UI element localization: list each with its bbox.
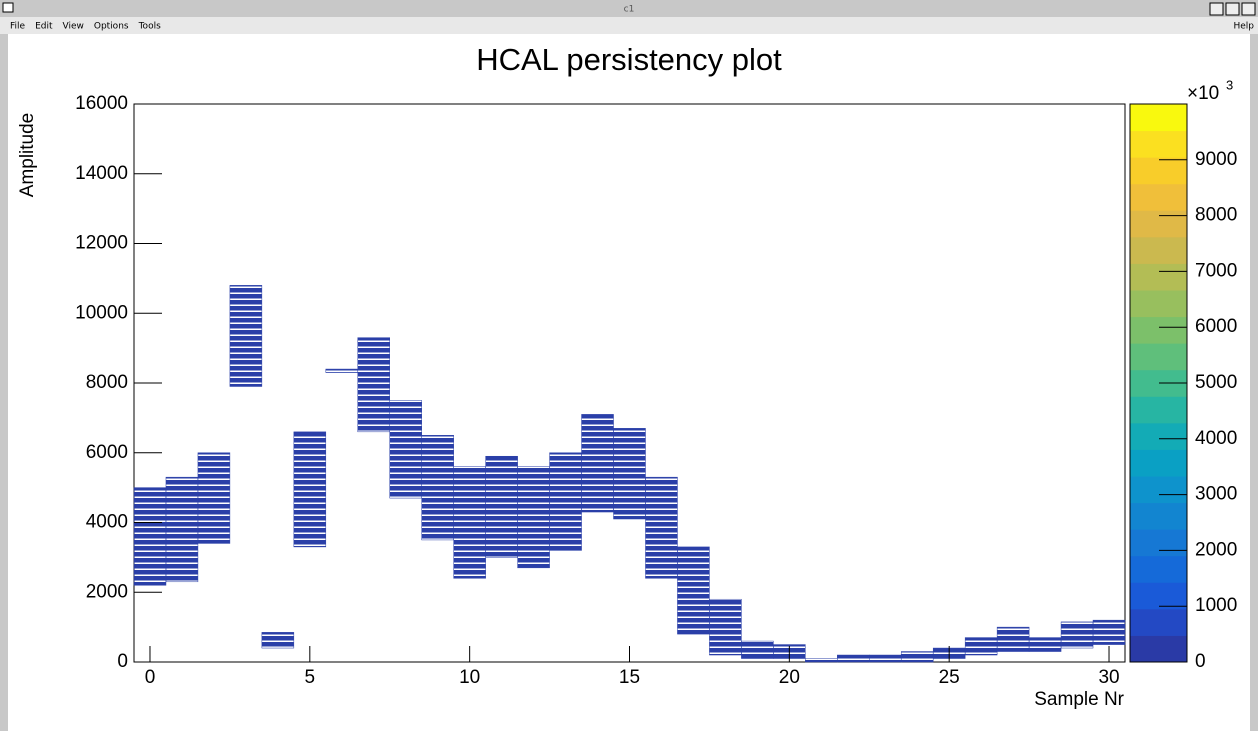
menu-bar: [0, 17, 1258, 34]
palette-cell: [1130, 130, 1187, 158]
chart-title: HCAL persistency plot: [476, 42, 782, 77]
menu-help[interactable]: Help: [1233, 22, 1254, 32]
z-tick-label: 1000: [1195, 595, 1237, 616]
z-multiplier: ×10: [1187, 83, 1219, 104]
palette-cell: [1130, 422, 1187, 450]
x-tick-label: 10: [459, 667, 480, 688]
z-exponent: 3: [1226, 77, 1233, 92]
z-tick-label: 7000: [1195, 260, 1237, 281]
palette-cell: [1130, 157, 1187, 185]
x-tick-label: 5: [305, 667, 316, 688]
palette-cell: [1130, 396, 1187, 424]
range-bar: [1028, 637, 1062, 652]
palette-cell: [1130, 502, 1187, 530]
range-bar: [1092, 619, 1126, 645]
range-bar: [165, 476, 199, 583]
x-tick-label: 30: [1098, 667, 1119, 688]
range-bar: [805, 658, 838, 663]
range-bar: [229, 285, 263, 387]
range-bar: [197, 452, 231, 544]
palette-cell: [1130, 529, 1187, 557]
palette-cell: [1130, 183, 1187, 211]
x-tick-label: 0: [145, 667, 156, 688]
y-tick-label: 8000: [86, 372, 128, 393]
range-bar: [741, 640, 774, 659]
menu-item[interactable]: View: [63, 22, 84, 32]
range-bar: [581, 414, 614, 513]
range-bar: [293, 431, 327, 548]
z-tick-label: 8000: [1195, 205, 1237, 226]
y-tick-label: 2000: [86, 581, 128, 602]
palette-cell: [1130, 635, 1187, 663]
palette-cell: [1130, 290, 1187, 318]
range-bar: [996, 626, 1030, 652]
range-bar: [709, 598, 742, 656]
z-tick-label: 6000: [1195, 316, 1237, 337]
y-tick-label: 16000: [75, 93, 128, 114]
z-tick-label: 9000: [1195, 149, 1237, 170]
plot-frame: [133, 103, 1126, 663]
x-tick-label: 15: [619, 667, 640, 688]
palette-cell: [1130, 104, 1187, 132]
range-bar: [837, 654, 870, 663]
palette-cell: [1130, 343, 1187, 371]
range-bar: [1060, 621, 1094, 649]
z-tick-label: 0: [1195, 651, 1206, 672]
range-bar: [357, 337, 390, 433]
y-tick-label: 6000: [86, 442, 128, 463]
window-title: c1: [624, 5, 635, 15]
range-bar: [869, 654, 902, 663]
menu-item[interactable]: Options: [94, 22, 129, 32]
range-bar: [421, 435, 454, 541]
y-tick-label: 12000: [75, 233, 128, 254]
menu-item[interactable]: File: [10, 22, 26, 32]
z-tick-label: 5000: [1195, 372, 1237, 393]
range-bar: [261, 632, 295, 649]
z-tick-label: 4000: [1195, 428, 1237, 449]
frame-left: [0, 34, 8, 731]
window-controls[interactable]: [1209, 2, 1256, 16]
palette-cell: [1130, 449, 1187, 477]
menu-item[interactable]: Tools: [138, 22, 161, 32]
z-tick-label: 3000: [1195, 484, 1237, 505]
range-bar: [389, 400, 422, 499]
title-bar: [0, 0, 1258, 17]
range-bar: [645, 476, 678, 579]
range-bar: [133, 487, 167, 586]
palette-cell: [1130, 316, 1187, 344]
range-bar: [613, 428, 646, 520]
x-tick-label: 25: [939, 667, 960, 688]
range-bar: [677, 546, 710, 635]
window-icon: [2, 2, 14, 13]
palette-cell: [1130, 476, 1187, 504]
y-axis-title: Amplitude: [17, 113, 38, 198]
palette-cell: [1130, 555, 1187, 583]
range-bar: [325, 368, 359, 373]
menu-item[interactable]: Edit: [35, 22, 53, 32]
y-tick-label: 4000: [86, 512, 128, 533]
range-bar: [517, 466, 550, 569]
range-bar: [453, 466, 486, 579]
range-bar: [549, 452, 582, 551]
y-tick-label: 0: [117, 651, 128, 672]
range-bar: [485, 455, 518, 558]
range-bar: [900, 651, 934, 663]
palette-cell: [1130, 608, 1187, 636]
y-tick-label: 14000: [75, 163, 128, 184]
palette-cell: [1130, 210, 1187, 238]
z-tick-label: 2000: [1195, 539, 1237, 560]
palette-cell: [1130, 263, 1187, 291]
x-axis-title: Sample Nr: [1034, 689, 1124, 710]
palette-cell: [1130, 582, 1187, 610]
y-tick-label: 10000: [75, 302, 128, 323]
frame-right: [1250, 34, 1258, 731]
x-tick-label: 20: [779, 667, 800, 688]
range-bar: [964, 637, 998, 656]
palette-cell: [1130, 236, 1187, 264]
